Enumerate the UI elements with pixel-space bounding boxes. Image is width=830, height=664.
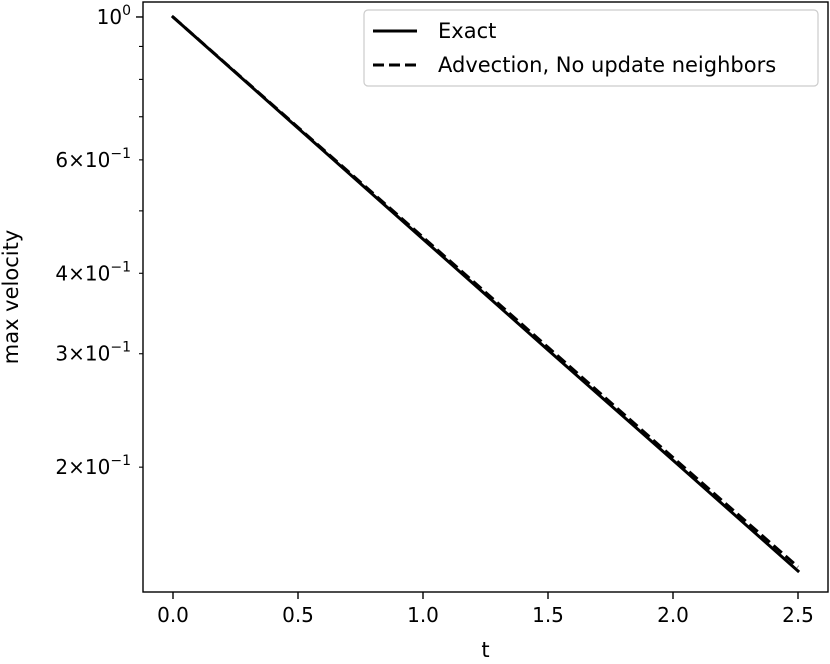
x-tick-label: 0.0 bbox=[157, 603, 189, 627]
x-tick-label: 2.0 bbox=[657, 603, 689, 627]
legend-label-exact: Exact bbox=[438, 19, 496, 43]
y-tick-label: 6×10−1 bbox=[55, 146, 131, 172]
series-line-advection bbox=[172, 15, 799, 569]
legend-label-advection: Advection, No update neighbors bbox=[438, 53, 776, 77]
series-layer bbox=[170, 14, 801, 574]
y-axis-label: max velocity bbox=[0, 230, 23, 365]
plot-area bbox=[143, 2, 828, 592]
legend-box bbox=[363, 9, 819, 87]
x-tick-label: 1.0 bbox=[407, 603, 439, 627]
x-tick-label: 2.5 bbox=[782, 603, 814, 627]
legend: Exact Advection, No update neighbors bbox=[363, 9, 819, 87]
y-tick-label: 2×10−1 bbox=[55, 453, 131, 479]
y-tick-label: 4×10−1 bbox=[55, 259, 131, 285]
y-tick-label: 100 bbox=[97, 3, 131, 29]
series-line-exact bbox=[170, 14, 801, 574]
x-tick-label: 0.5 bbox=[282, 603, 314, 627]
y-tick-label: 3×10−1 bbox=[55, 340, 131, 366]
plot-frame bbox=[142, 1, 829, 593]
x-tick-label: 1.5 bbox=[532, 603, 564, 627]
x-axis-label: t bbox=[481, 638, 489, 662]
ticks-layer: 0.0 0.5 1.0 1.5 2.0 2.5 100 6×10−1 4×10−1 3×10−1 2… bbox=[55, 3, 813, 627]
